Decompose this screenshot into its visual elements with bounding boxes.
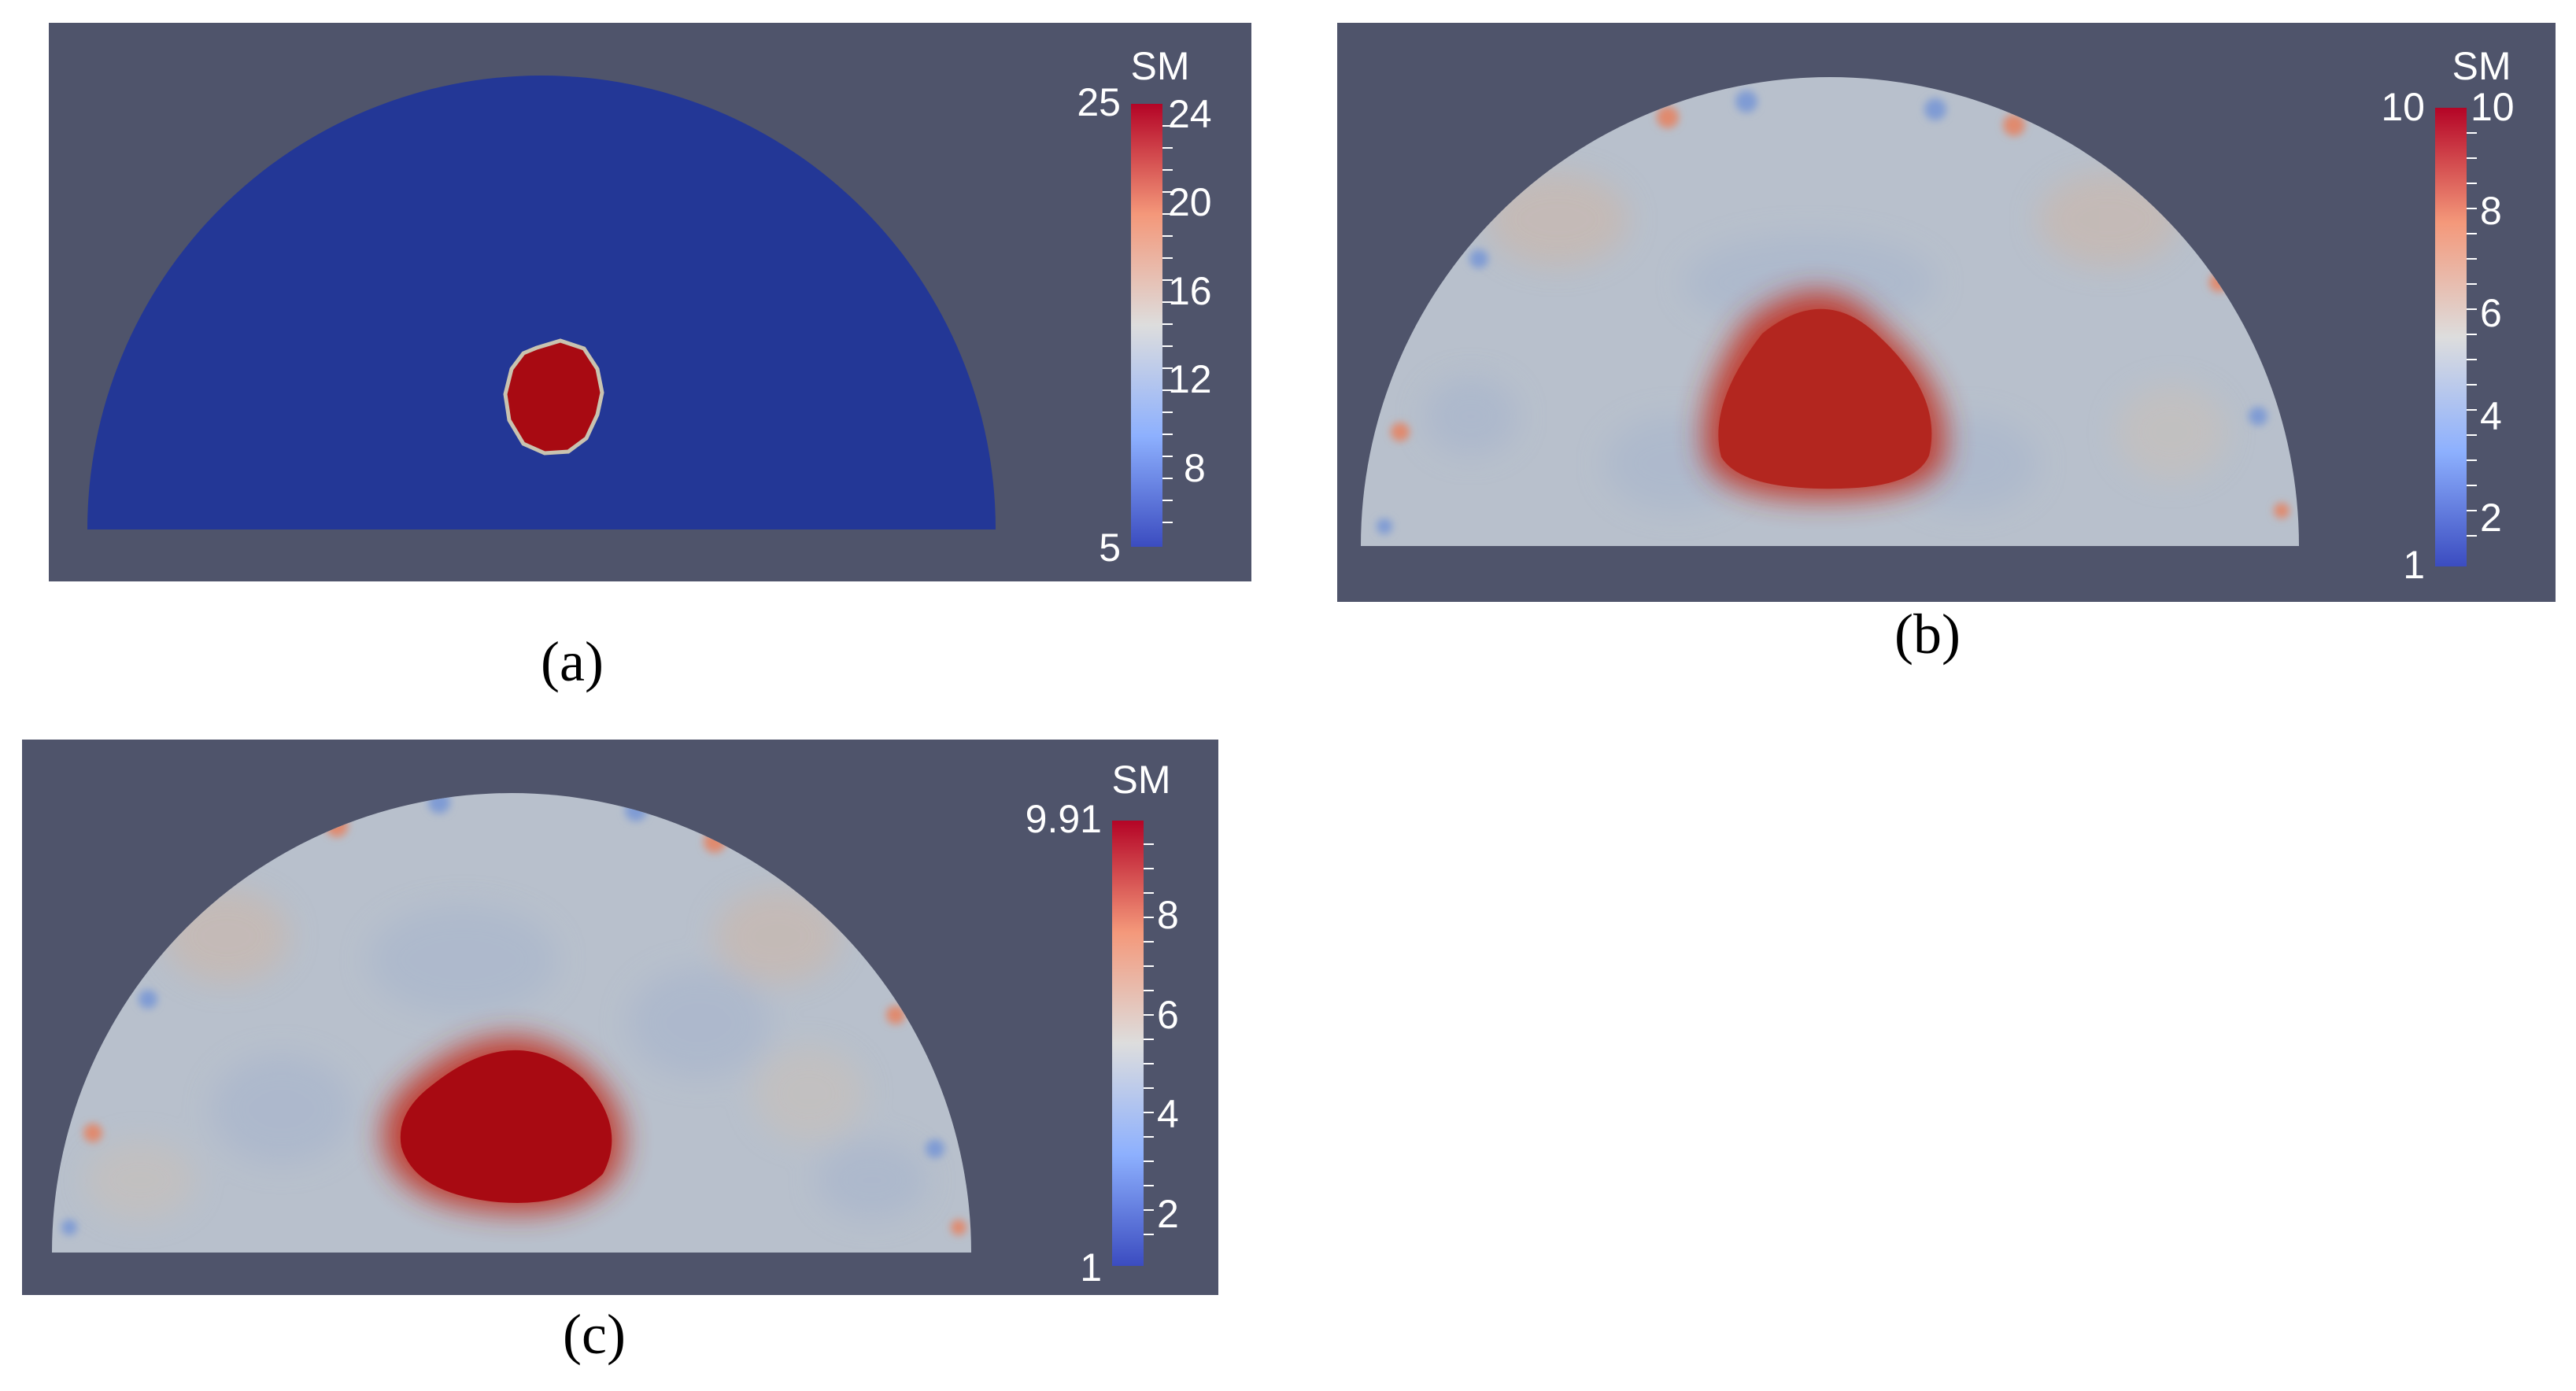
caption-b: (b) [1894, 603, 1961, 666]
colorbar-tick-label: 20 [1168, 180, 1212, 224]
colorbar-minor-ticks [1144, 843, 1154, 1235]
colorbar-a: SM 25 5 24 20 16 12 8 [1077, 44, 1211, 570]
panel-a-plot: SM 25 5 24 20 16 12 8 [87, 44, 1212, 570]
caption-a: (a) [541, 630, 604, 693]
colorbar-minor-ticks [1162, 125, 1173, 523]
domain-half-disc [1361, 77, 2299, 546]
colorbar-minor-ticks [2467, 132, 2477, 537]
colorbar-tick-label: 4 [2480, 394, 2502, 438]
inclusion [503, 338, 604, 456]
colorbar-min-label: 1 [1080, 1245, 1102, 1290]
colorbar-tick-label: 2 [1157, 1192, 1179, 1236]
colorbar-max-label: 25 [1077, 80, 1121, 124]
panel-c: SM 9.91 1 8 6 4 2 [22, 740, 1218, 1295]
panel-b: SM 10 1 10 8 6 4 2 [1337, 23, 2556, 602]
domain-half-disc [52, 793, 971, 1253]
panel-c-plot: SM 9.91 1 8 6 4 2 [52, 758, 1179, 1290]
colorbar-tick-label: 8 [1157, 893, 1179, 937]
colorbar-tick-label: 6 [2480, 291, 2502, 335]
colorbar-gradient [1112, 821, 1144, 1266]
colorbar-c: SM 9.91 1 8 6 4 2 [1026, 758, 1179, 1290]
domain-half-disc [87, 76, 996, 529]
colorbar-tick-label: 24 [1168, 92, 1212, 136]
colorbar-max-label: 10 [2381, 85, 2425, 129]
colorbar-b: SM 10 1 10 8 6 4 2 [2381, 44, 2514, 587]
colorbar-title: SM [1131, 44, 1190, 88]
colorbar-min-label: 1 [2403, 543, 2425, 587]
colorbar-tick-label: 12 [1168, 357, 1212, 401]
colorbar-gradient [1131, 104, 1162, 547]
colorbar-title: SM [2452, 44, 2511, 88]
colorbar-tick-label: 2 [2480, 496, 2502, 540]
colorbar-max-label: 9.91 [1026, 797, 1102, 841]
colorbar-tick-label: 8 [1184, 446, 1206, 490]
colorbar-tick-label: 10 [2471, 85, 2515, 129]
colorbar-min-label: 5 [1099, 526, 1121, 570]
colorbar-title: SM [1112, 758, 1171, 802]
caption-c: (c) [563, 1303, 626, 1366]
colorbar-tick-label: 16 [1168, 269, 1212, 313]
panel-b-plot: SM 10 1 10 8 6 4 2 [1361, 44, 2515, 587]
colorbar-tick-label: 4 [1157, 1092, 1179, 1136]
colorbar-gradient [2435, 108, 2467, 566]
colorbar-tick-label: 6 [1157, 993, 1179, 1037]
colorbar-tick-label: 8 [2480, 189, 2502, 233]
panel-a: SM 25 5 24 20 16 12 8 [49, 23, 1251, 581]
